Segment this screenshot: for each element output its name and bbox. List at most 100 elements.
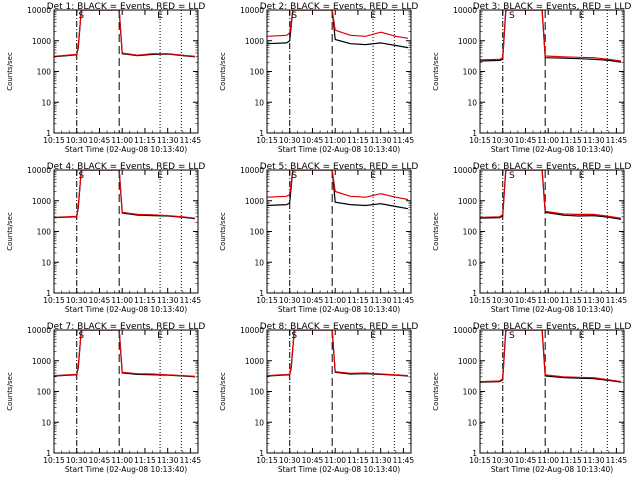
x-tick-label: 11:15 <box>560 296 582 305</box>
panel-det-8: Det 8: BLACK = Events, RED = LLD 1 10 100 10… <box>219 322 418 474</box>
x-tick-label: 11:45 <box>393 136 415 145</box>
x-tick-label: 11:30 <box>583 136 605 145</box>
x-tick-label: 11:15 <box>134 456 156 465</box>
panel-det-6: Det 6: BLACK = Events, RED = LLD 1 10 100 10… <box>432 162 631 314</box>
panel-title: Det 1: BLACK = Events, RED = LLD <box>47 2 206 12</box>
marker-s: S <box>78 171 84 181</box>
x-tick-label: 11:00 <box>537 456 559 465</box>
y-tick-label: 100 <box>37 228 52 237</box>
series-group <box>54 330 196 378</box>
series-group <box>267 170 409 210</box>
series-group <box>267 330 409 377</box>
series-line-events <box>54 330 196 378</box>
y-axis-label: Counts/sec <box>219 372 227 411</box>
x-tick-label: 11:15 <box>560 136 582 145</box>
marker-e: E <box>579 331 585 341</box>
y-tick-label: 10 <box>41 258 51 267</box>
x-tick-label: 11:00 <box>111 456 133 465</box>
panel-det-9: Det 9: BLACK = Events, RED = LLD 1 10 100 10… <box>432 322 631 474</box>
panel-title: Det 6: BLACK = Events, RED = LLD <box>473 162 632 172</box>
x-tick-label: 11:45 <box>180 456 202 465</box>
y-axis-label: Counts/sec <box>432 372 440 411</box>
x-tick-label: 11:15 <box>560 456 582 465</box>
x-tick-label: 11:15 <box>134 296 156 305</box>
x-tick-label: 11:30 <box>583 456 605 465</box>
marker-s: S <box>78 11 84 21</box>
x-tick-label: 11:30 <box>370 296 392 305</box>
x-tick-label: 10:45 <box>302 136 324 145</box>
x-tick-label: 10:45 <box>515 296 537 305</box>
marker-e: E <box>579 11 585 21</box>
panel-title: Det 7: BLACK = Events, RED = LLD <box>47 322 206 332</box>
y-tick-label: 1 <box>46 449 51 458</box>
x-tick-label: 10:15 <box>469 136 491 145</box>
x-tick-label: 10:45 <box>515 136 537 145</box>
y-tick-label: 100 <box>250 388 265 397</box>
panel-det-4: Det 4: BLACK = Events, RED = LLD 1 10 100 10… <box>6 162 205 314</box>
y-tick-label: 100 <box>37 388 52 397</box>
x-tick-label: 10:30 <box>492 456 514 465</box>
series-line-lld <box>480 170 622 219</box>
y-tick-label: 100 <box>250 228 265 237</box>
y-tick-label: 1 <box>259 129 264 138</box>
x-tick-label: 11:45 <box>606 296 628 305</box>
series-line-lld <box>480 10 622 62</box>
panel-title: Det 8: BLACK = Events, RED = LLD <box>260 322 419 332</box>
y-tick-label: 10000 <box>240 6 264 15</box>
panel-det-3: Det 3: BLACK = Events, RED = LLD 1 10 100 10… <box>432 2 631 154</box>
y-tick-label: 1 <box>472 449 477 458</box>
panel-title: Det 4: BLACK = Events, RED = LLD <box>47 162 206 172</box>
panel-det-5: Det 5: BLACK = Events, RED = LLD 1 10 100 10… <box>219 162 418 314</box>
y-tick-label: 1000 <box>32 357 51 366</box>
panel-det-1: Det 1: BLACK = Events, RED = LLD 1 10 100 10… <box>6 2 205 154</box>
marker-e: E <box>370 331 376 341</box>
y-tick-label: 10 <box>41 98 51 107</box>
x-axis-label: Start Time (02-Aug-08 10:13:40) <box>65 305 187 314</box>
series-line-lld <box>54 170 196 219</box>
series-group <box>54 10 196 58</box>
marker-e: E <box>370 11 376 21</box>
x-axis-label: Start Time (02-Aug-08 10:13:40) <box>65 145 187 154</box>
x-tick-label: 11:30 <box>157 136 179 145</box>
y-tick-label: 1000 <box>245 357 264 366</box>
marker-e: E <box>157 11 163 21</box>
plot-frame <box>266 169 412 294</box>
y-tick-label: 1 <box>472 289 477 298</box>
x-tick-label: 10:15 <box>256 136 278 145</box>
y-tick-label: 10 <box>41 418 51 427</box>
y-tick-label: 10 <box>254 98 264 107</box>
x-tick-label: 11:00 <box>324 136 346 145</box>
series-line-lld <box>267 330 409 377</box>
y-tick-label: 10000 <box>453 6 477 15</box>
x-tick-label: 11:00 <box>111 136 133 145</box>
x-tick-label: 10:30 <box>66 296 88 305</box>
x-tick-label: 10:45 <box>89 136 111 145</box>
x-tick-label: 11:45 <box>606 136 628 145</box>
series-group <box>480 330 622 383</box>
y-tick-label: 10000 <box>27 6 51 15</box>
x-tick-label: 11:00 <box>537 136 559 145</box>
x-tick-label: 11:45 <box>180 296 202 305</box>
y-tick-label: 10000 <box>27 326 51 335</box>
y-axis-label: Counts/sec <box>6 372 14 411</box>
plot-frame <box>53 169 199 294</box>
series-line-lld <box>54 330 196 377</box>
series-line-events <box>480 10 622 63</box>
plot-frame <box>479 9 625 134</box>
x-tick-label: 11:45 <box>606 456 628 465</box>
marker-s: S <box>291 11 297 21</box>
plot-frame <box>479 169 625 294</box>
plot-frame <box>53 329 199 454</box>
y-tick-label: 10 <box>467 258 477 267</box>
y-tick-label: 10000 <box>453 326 477 335</box>
x-tick-label: 10:45 <box>89 456 111 465</box>
y-axis-label: Counts/sec <box>219 212 227 251</box>
x-tick-label: 10:15 <box>469 456 491 465</box>
y-tick-label: 1 <box>259 289 264 298</box>
y-tick-label: 10000 <box>27 166 51 175</box>
series-group <box>480 170 622 220</box>
marker-s: S <box>291 171 297 181</box>
y-tick-label: 100 <box>37 68 52 77</box>
y-tick-label: 1000 <box>245 37 264 46</box>
y-tick-label: 10000 <box>240 326 264 335</box>
